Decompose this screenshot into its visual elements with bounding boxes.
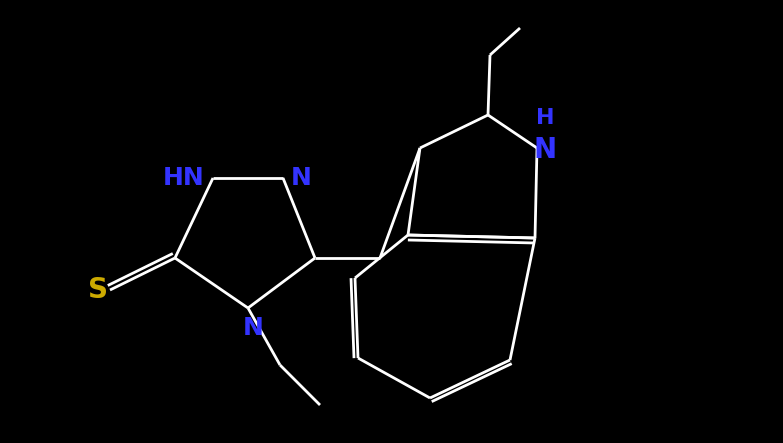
Text: HN: HN	[163, 166, 205, 190]
Text: N: N	[291, 166, 312, 190]
Text: S: S	[88, 276, 108, 304]
Text: N: N	[533, 136, 557, 164]
Text: N: N	[243, 316, 263, 340]
Text: H: H	[536, 108, 554, 128]
